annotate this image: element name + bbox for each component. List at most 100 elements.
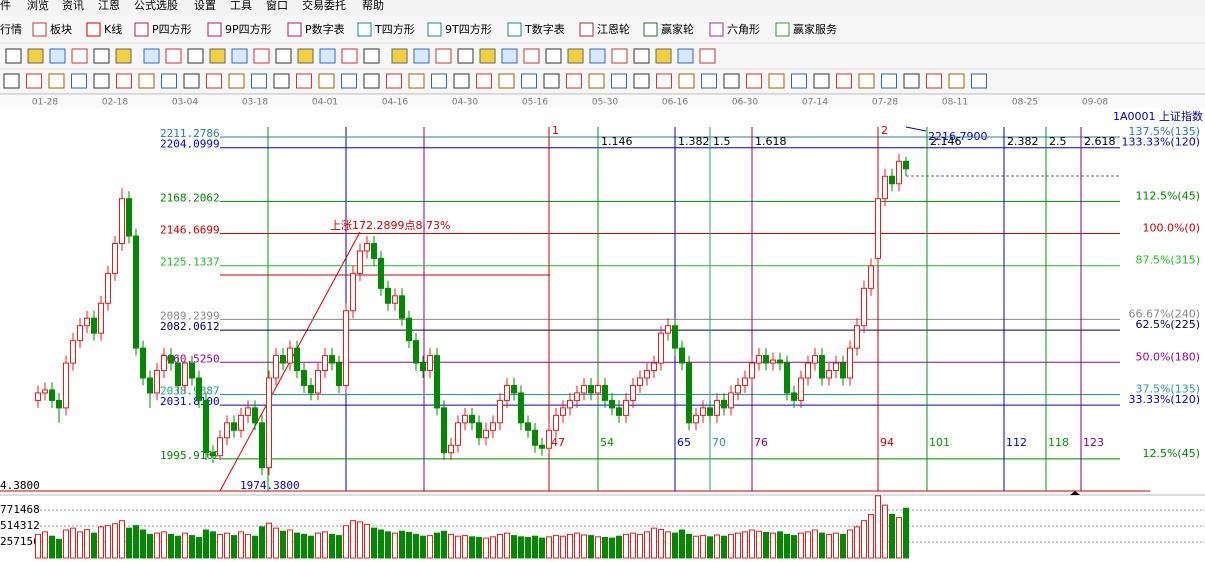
- tool-button[interactable]: [813, 73, 830, 89]
- tool-button[interactable]: [926, 73, 942, 89]
- tool-button[interactable]: [858, 73, 875, 89]
- tool-button[interactable]: [971, 73, 987, 89]
- toolbar-item[interactable]: 赢家轮: [661, 22, 694, 36]
- tool-button[interactable]: [341, 48, 358, 64]
- tool-button[interactable]: [71, 73, 87, 89]
- tool-button[interactable]: [209, 48, 226, 64]
- tool-button[interactable]: [836, 73, 852, 89]
- tool-button[interactable]: [633, 48, 650, 64]
- tool-button[interactable]: [746, 73, 762, 89]
- tool-button[interactable]: [699, 48, 716, 64]
- tool-button[interactable]: [161, 73, 177, 89]
- tool-button[interactable]: [49, 48, 66, 64]
- toolbar-item[interactable]: 9P四方形: [225, 22, 272, 36]
- tool-button[interactable]: [3, 73, 20, 89]
- tool-button[interactable]: [26, 73, 42, 89]
- tool-button[interactable]: [501, 48, 518, 64]
- tool-button[interactable]: [253, 48, 270, 64]
- tool-button[interactable]: [391, 48, 408, 64]
- tool-button[interactable]: [341, 73, 357, 89]
- tool-button[interactable]: [297, 48, 314, 64]
- menu-item[interactable]: 江恩: [98, 0, 120, 12]
- tool-button[interactable]: [479, 48, 496, 64]
- toolbar-item[interactable]: 板块: [50, 22, 72, 36]
- tool-button[interactable]: [115, 48, 132, 64]
- tool-button[interactable]: [386, 73, 402, 89]
- tool-button[interactable]: [791, 73, 807, 89]
- toolbar-item[interactable]: 行情: [0, 23, 22, 36]
- tool-button[interactable]: [457, 48, 474, 64]
- toolbar-item[interactable]: T数字表: [524, 22, 565, 36]
- menu-item[interactable]: 帮助: [362, 0, 384, 12]
- tool-button[interactable]: [413, 48, 430, 64]
- tool-button[interactable]: [521, 73, 537, 89]
- tool-button[interactable]: [948, 73, 965, 89]
- tool-button[interactable]: [677, 48, 694, 64]
- tool-button[interactable]: [408, 73, 425, 89]
- tool-button[interactable]: [296, 73, 312, 89]
- tool-button[interactable]: [138, 73, 155, 89]
- tool-button[interactable]: [881, 73, 897, 89]
- tool-button[interactable]: [273, 73, 290, 89]
- tool-button[interactable]: [319, 48, 336, 64]
- tool-button[interactable]: [363, 48, 380, 64]
- tool-button[interactable]: [545, 48, 562, 64]
- tool-button[interactable]: [567, 48, 584, 64]
- tool-button[interactable]: [723, 73, 740, 89]
- tool-button[interactable]: [523, 48, 540, 64]
- tool-button[interactable]: [318, 73, 335, 89]
- toolbar-item[interactable]: 江恩轮: [597, 22, 630, 36]
- tool-button[interactable]: [543, 73, 560, 89]
- tool-button[interactable]: [678, 73, 695, 89]
- tool-button[interactable]: [431, 73, 447, 89]
- tool-button[interactable]: [363, 73, 380, 89]
- toolbar-item[interactable]: 9T四方形: [445, 22, 492, 36]
- tool-button[interactable]: [435, 48, 452, 64]
- toolbar-item[interactable]: P四方形: [152, 22, 192, 36]
- tool-button[interactable]: [231, 48, 248, 64]
- toolbar-item[interactable]: P数字表: [305, 22, 345, 36]
- tool-button[interactable]: [611, 48, 628, 64]
- tool-button[interactable]: [498, 73, 515, 89]
- candle-body: [742, 377, 748, 386]
- tool-button[interactable]: [93, 48, 110, 64]
- tool-button[interactable]: [656, 73, 672, 89]
- menu-item[interactable]: 设置: [194, 0, 216, 12]
- tool-button[interactable]: [903, 73, 920, 89]
- tool-button[interactable]: [768, 73, 785, 89]
- tool-button[interactable]: [143, 48, 160, 64]
- tool-button[interactable]: [187, 48, 204, 64]
- tool-button[interactable]: [701, 73, 717, 89]
- toolbar-item[interactable]: 赢家服务: [793, 22, 837, 36]
- menu-item[interactable]: 窗口: [266, 0, 288, 12]
- tool-button[interactable]: [183, 73, 200, 89]
- tool-button[interactable]: [655, 48, 672, 64]
- tool-button[interactable]: [588, 73, 605, 89]
- menu-item[interactable]: 浏览: [27, 0, 49, 12]
- menu-item[interactable]: 资讯: [62, 0, 84, 12]
- tool-button[interactable]: [5, 48, 22, 64]
- tool-button[interactable]: [633, 73, 650, 89]
- tool-button[interactable]: [165, 48, 182, 64]
- tool-button[interactable]: [251, 73, 267, 89]
- tool-button[interactable]: [453, 73, 470, 89]
- menu-item[interactable]: 件: [0, 0, 11, 12]
- tool-button[interactable]: [206, 73, 222, 89]
- toolbar-item[interactable]: 六角形: [727, 23, 760, 36]
- tool-button[interactable]: [71, 48, 88, 64]
- toolbar-item[interactable]: K线: [104, 22, 122, 36]
- tool-button[interactable]: [27, 48, 44, 64]
- tool-button[interactable]: [589, 48, 606, 64]
- tool-button[interactable]: [611, 73, 627, 89]
- tool-button[interactable]: [275, 48, 292, 64]
- menu-item[interactable]: 交易委托: [302, 0, 346, 12]
- menu-item[interactable]: 公式选股: [134, 0, 178, 12]
- tool-button[interactable]: [566, 73, 582, 89]
- tool-button[interactable]: [116, 73, 132, 89]
- tool-button[interactable]: [228, 73, 245, 89]
- tool-button[interactable]: [48, 73, 65, 89]
- toolbar-item[interactable]: T四方形: [374, 22, 415, 36]
- tool-button[interactable]: [476, 73, 492, 89]
- menu-item[interactable]: 工具: [230, 0, 252, 12]
- tool-button[interactable]: [93, 73, 110, 89]
